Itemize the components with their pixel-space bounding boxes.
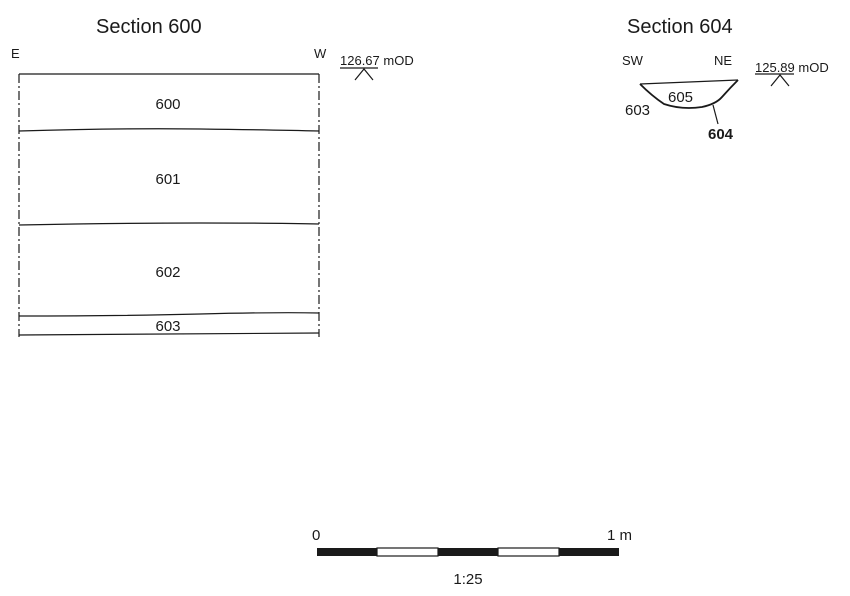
scale-ratio-label: 1:25: [453, 571, 482, 588]
scale-segment-2: [376, 547, 439, 557]
datum-604-marker: [770, 74, 790, 87]
horizon-601-602: [18, 222, 320, 226]
scale-segment-1: [317, 548, 377, 556]
orientation-sw: SW: [622, 53, 644, 68]
context-600-label: 600: [155, 96, 180, 113]
scale-segment-4: [497, 547, 560, 557]
layer-603-label: 603: [625, 102, 650, 119]
fill-605-label: 605: [668, 89, 693, 106]
horizon-600-601: [18, 128, 320, 132]
scale-bar: 0 1 m 1:25: [312, 527, 632, 588]
context-601-label: 601: [155, 171, 180, 188]
section-600-title: Section 600: [96, 16, 202, 38]
datum-604-label: 125.89 mOD: [755, 60, 829, 75]
section-604: Section 604 SW NE 605 603 604 125.89 mOD: [622, 16, 829, 143]
scale-segment-3: [438, 548, 498, 556]
orientation-e: E: [11, 46, 20, 61]
horizon-602-603: [18, 312, 320, 317]
section-base: [18, 332, 320, 336]
scale-segment-5: [559, 548, 619, 556]
orientation-w: W: [314, 46, 327, 61]
scale-start-label: 0: [312, 527, 320, 544]
cut-604-profile: [639, 79, 739, 109]
cut-604-top: [639, 79, 739, 85]
scale-end-label: 1 m: [607, 527, 632, 544]
context-602-label: 602: [155, 264, 180, 281]
cut-604-label: 604: [708, 126, 734, 143]
context-603-label: 603: [155, 318, 180, 335]
section-604-title: Section 604: [627, 16, 733, 38]
orientation-ne: NE: [714, 53, 732, 68]
section-600: Section 600 E W 600 601 602 603 126.67 m…: [11, 16, 414, 337]
datum-600-label: 126.67 mOD: [340, 53, 414, 68]
datum-600-marker: [354, 68, 374, 81]
cut-604-leader: [712, 104, 719, 125]
